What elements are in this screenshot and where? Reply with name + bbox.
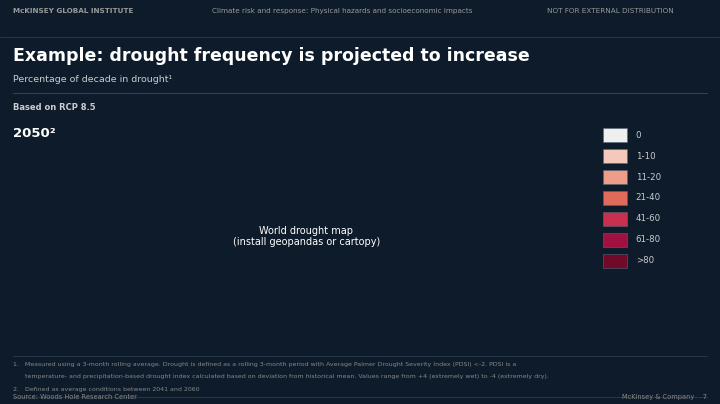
Text: 41-60: 41-60 (636, 215, 661, 223)
Text: >80: >80 (636, 256, 654, 265)
Text: McKinsey & Company    7: McKinsey & Company 7 (622, 394, 707, 400)
Text: 1.   Measured using a 3-month rolling average. Drought is defined as a rolling 3: 1. Measured using a 3-month rolling aver… (13, 362, 516, 366)
Text: Climate risk and response: Physical hazards and socioeconomic impacts: Climate risk and response: Physical haza… (212, 8, 473, 14)
Text: 11-20: 11-20 (636, 173, 661, 181)
Text: temperature- and precipitation-based drought index calculated based on deviation: temperature- and precipitation-based dro… (13, 374, 549, 379)
Bar (603, 191, 627, 205)
Text: World drought map
(install geopandas or cartopy): World drought map (install geopandas or … (233, 225, 380, 247)
Bar (603, 254, 627, 267)
Text: NOT FOR EXTERNAL DISTRIBUTION: NOT FOR EXTERNAL DISTRIBUTION (547, 8, 674, 14)
Bar (603, 149, 627, 163)
Text: Example: drought frequency is projected to increase: Example: drought frequency is projected … (13, 47, 530, 65)
Text: Percentage of decade in drought¹: Percentage of decade in drought¹ (13, 75, 172, 84)
Bar (603, 233, 627, 247)
Text: McKINSEY GLOBAL INSTITUTE: McKINSEY GLOBAL INSTITUTE (13, 8, 133, 14)
Bar (603, 128, 627, 142)
Text: 2.   Defined as average conditions between 2041 and 2060: 2. Defined as average conditions between… (13, 387, 199, 392)
Text: 0: 0 (636, 131, 642, 140)
Bar (603, 170, 627, 184)
Text: 2050²: 2050² (13, 127, 55, 140)
Text: 1-10: 1-10 (636, 152, 655, 161)
Text: 61-80: 61-80 (636, 235, 661, 244)
Bar (603, 212, 627, 226)
Text: 21-40: 21-40 (636, 194, 661, 202)
Text: Source: Woods Hole Research Center: Source: Woods Hole Research Center (13, 394, 137, 400)
Text: Based on RCP 8.5: Based on RCP 8.5 (13, 103, 96, 112)
